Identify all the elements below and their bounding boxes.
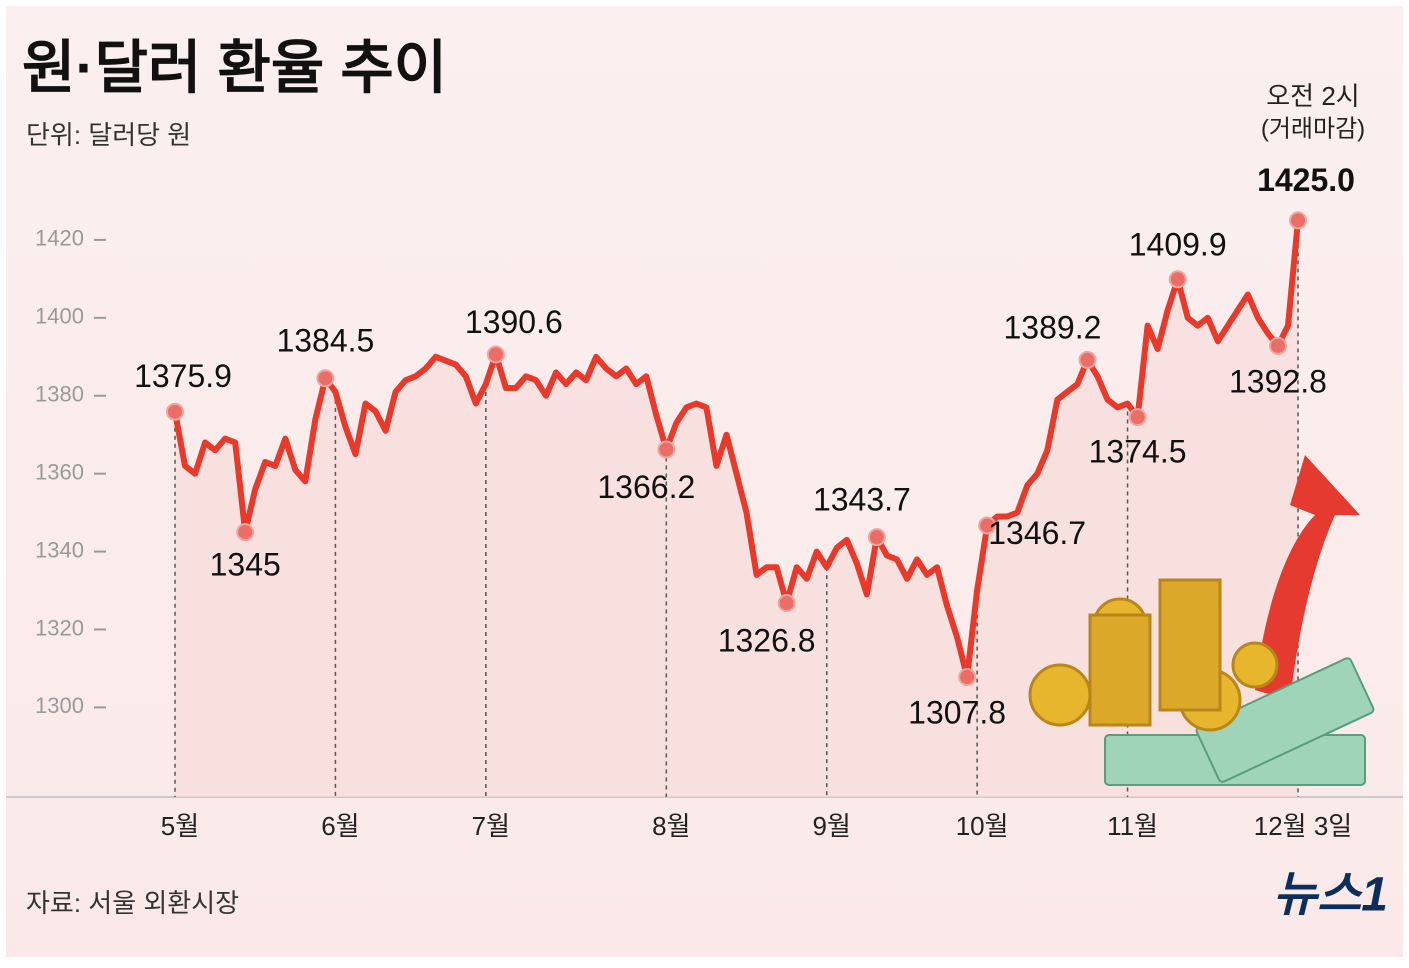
data-label: 1409.9 [1129, 227, 1227, 263]
y-tick-label: 1420 [35, 226, 84, 251]
point [867, 528, 886, 547]
point [958, 668, 977, 687]
banknotes [1195, 657, 1375, 783]
logo: 뉴스1 [1273, 869, 1388, 922]
x-tick-label: 9월 [813, 811, 851, 841]
y-tick-label: 1320 [35, 615, 84, 640]
annotation: 오전 2시 [1266, 81, 1359, 111]
y-tick-label: 1400 [35, 304, 84, 329]
x-tick-label: 8월 [652, 811, 690, 841]
data-label: 1374.5 [1089, 434, 1187, 470]
point [1078, 350, 1097, 369]
point [1289, 211, 1307, 230]
line [172, 220, 1301, 680]
arrow [1255, 455, 1360, 700]
point [236, 523, 255, 542]
data-label: 1375.9 [134, 358, 232, 394]
point [1128, 408, 1147, 427]
y-tick-label: 1380 [35, 382, 84, 407]
x-tick-label: 7월 [472, 811, 510, 841]
x-tick-label: 12월 3일 [1254, 811, 1352, 841]
y-tick-label: 1340 [35, 537, 84, 562]
point [1168, 270, 1187, 289]
coin [1028, 663, 1092, 727]
data-label: 1343.7 [813, 482, 911, 518]
data-label: 1392.8 [1229, 363, 1327, 399]
point [777, 593, 796, 612]
point [166, 402, 184, 421]
x-tick-label: 5월 [161, 811, 199, 841]
x-tick-label: 10월 [956, 811, 1009, 841]
x-tick-label: 6월 [321, 811, 359, 841]
data-label: 1384.5 [276, 323, 374, 359]
point [657, 440, 676, 459]
data-label: 1389.2 [1004, 309, 1102, 345]
data-label: 1366.2 [597, 469, 695, 505]
x-tick-label: 11월 [1107, 811, 1158, 841]
data-label: 1345 [210, 547, 281, 583]
unit: 단위: 달러당 원 [26, 120, 191, 150]
data-label: 1390.6 [465, 304, 563, 340]
data-label: 1425.0 [1257, 162, 1355, 198]
data-label: 1346.7 [988, 515, 1086, 551]
y-tick-label: 1300 [35, 693, 84, 718]
illustration [1028, 455, 1375, 786]
data-label: 1307.8 [908, 694, 1006, 730]
point [316, 369, 335, 388]
chart-title: 원·달러 환율 추이 [22, 35, 447, 100]
coin [1231, 641, 1279, 689]
data-label: 1326.8 [718, 622, 816, 658]
coin-stack [1158, 578, 1222, 712]
point [486, 345, 505, 364]
point [978, 516, 997, 535]
coin-stack [1088, 613, 1152, 727]
y-tick-label: 1360 [35, 459, 84, 484]
annotation: (거래마감) [1261, 115, 1365, 142]
area [175, 220, 1298, 797]
source: 자료: 서울 외환시장 [26, 888, 239, 918]
point [1268, 336, 1287, 355]
